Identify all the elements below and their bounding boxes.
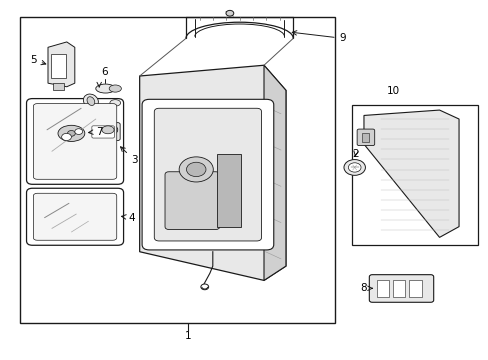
Ellipse shape [102,126,114,134]
Text: 9: 9 [292,31,346,43]
Text: 1: 1 [185,331,191,341]
Ellipse shape [58,125,84,141]
FancyBboxPatch shape [26,188,123,245]
FancyBboxPatch shape [26,99,123,184]
Circle shape [75,129,82,134]
Polygon shape [48,42,75,87]
FancyBboxPatch shape [164,172,219,229]
FancyBboxPatch shape [154,108,261,241]
Polygon shape [140,65,285,280]
Ellipse shape [98,123,118,136]
FancyBboxPatch shape [368,275,433,302]
FancyBboxPatch shape [356,129,374,145]
Text: 4: 4 [122,213,135,222]
Ellipse shape [96,84,115,93]
FancyBboxPatch shape [33,104,117,179]
Bar [20,17,334,323]
Text: 8: 8 [359,283,371,293]
Bar [217,154,240,226]
FancyBboxPatch shape [33,193,117,240]
Ellipse shape [87,97,95,105]
Ellipse shape [83,94,98,108]
Text: 5: 5 [30,55,46,65]
Polygon shape [363,110,458,237]
FancyBboxPatch shape [92,126,114,138]
Circle shape [179,157,213,182]
Circle shape [201,284,208,290]
Text: 3: 3 [120,147,138,165]
FancyBboxPatch shape [142,99,273,250]
Circle shape [225,10,233,16]
Ellipse shape [51,121,92,146]
Bar [376,280,388,297]
Ellipse shape [110,100,121,106]
Bar [351,105,477,244]
Bar [53,83,63,90]
Text: 10: 10 [386,86,399,96]
Circle shape [347,163,360,172]
Polygon shape [264,65,285,280]
Text: 7: 7 [88,127,102,136]
FancyBboxPatch shape [88,123,120,140]
Circle shape [343,159,365,175]
Circle shape [61,134,71,140]
Bar [392,280,405,297]
Text: 6: 6 [101,67,108,77]
Bar [408,280,421,297]
Bar [361,133,368,142]
Circle shape [186,162,205,177]
Text: 2: 2 [352,149,358,159]
Circle shape [67,131,75,136]
Bar [51,54,66,78]
Ellipse shape [109,85,121,92]
